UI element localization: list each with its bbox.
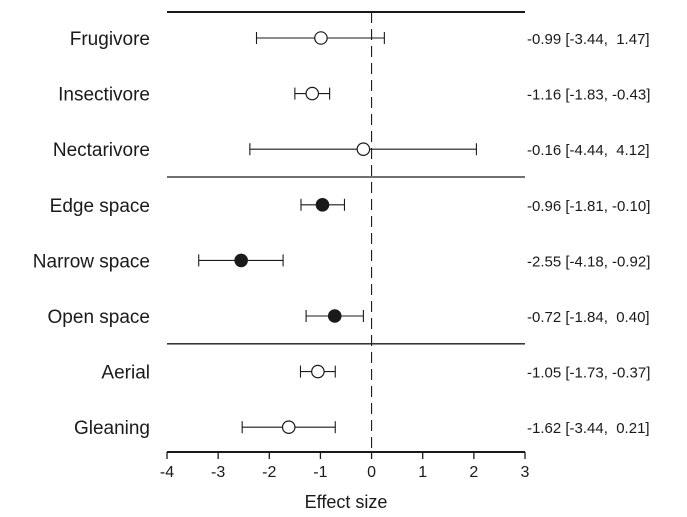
x-tick-label: 0 <box>367 464 376 481</box>
estimate-point-filled <box>315 198 330 212</box>
row-label: Open space <box>48 307 150 328</box>
row-label: Insectivore <box>58 85 150 106</box>
row-estimate-text: -0.96 [-1.81, -0.10] <box>527 198 650 215</box>
forest-row: Insectivore -1.16 [-1.83, -0.43] <box>58 85 650 106</box>
x-tick-label: -4 <box>160 464 174 481</box>
x-tick-label: -1 <box>313 464 327 481</box>
row-estimate-text: -0.16 [-4.44, 4.12] <box>527 142 650 159</box>
x-tick-label: 3 <box>521 464 530 481</box>
estimate-point-open <box>281 420 296 434</box>
x-tick-label: 2 <box>469 464 478 481</box>
row-estimate-text: -0.72 [-1.84, 0.40] <box>527 309 650 326</box>
forest-row: Gleaning -1.62 [-3.44, 0.21] <box>74 418 650 439</box>
row-estimate-text: -1.05 [-1.73, -0.37] <box>527 365 650 382</box>
estimate-point-open <box>305 86 320 101</box>
estimate-point-filled <box>234 253 248 268</box>
row-label: Nectarivore <box>53 140 150 161</box>
x-tick-label: -3 <box>211 464 225 481</box>
plot-rows: Frugivore -0.99 [-3.44, 1.47] Insectivore -… <box>33 29 651 439</box>
row-label: Edge space <box>50 196 150 217</box>
forest-row: Aerial -1.05 [-1.73, -0.37] <box>101 363 650 384</box>
estimate-point-filled <box>327 309 342 323</box>
forest-row: Edge space -0.96 [-1.81, -0.10] <box>50 196 651 217</box>
row-estimate-text: -1.16 [-1.83, -0.43] <box>527 87 650 104</box>
row-label: Aerial <box>101 363 150 384</box>
forest-row: Frugivore -0.99 [-3.44, 1.47] <box>70 29 650 50</box>
row-estimate-text: -0.99 [-3.44, 1.47] <box>527 31 650 48</box>
x-axis-title: Effect size <box>305 492 388 512</box>
forest-row: Narrow space -2.55 [-4.18, -0.92] <box>33 251 651 272</box>
estimate-point-open <box>356 142 371 156</box>
forest-row: Nectarivore -0.16 [-4.44, 4.12] <box>53 140 650 161</box>
x-tick-label: -2 <box>262 464 276 481</box>
row-estimate-text: -2.55 [-4.18, -0.92] <box>527 253 650 270</box>
plot-frame <box>167 11 525 452</box>
row-label: Narrow space <box>33 251 150 272</box>
row-label: Gleaning <box>74 418 150 439</box>
row-estimate-text: -1.62 [-3.44, 0.21] <box>527 420 650 437</box>
row-label: Frugivore <box>70 29 150 50</box>
estimate-point-open <box>314 31 328 45</box>
x-axis: -4 -3 -2 -1 0 1 2 3 <box>160 451 530 481</box>
estimate-point-open <box>311 364 325 379</box>
x-tick-label: 1 <box>418 464 427 481</box>
forest-row: Open space -0.72 [-1.84, 0.40] <box>48 307 650 328</box>
